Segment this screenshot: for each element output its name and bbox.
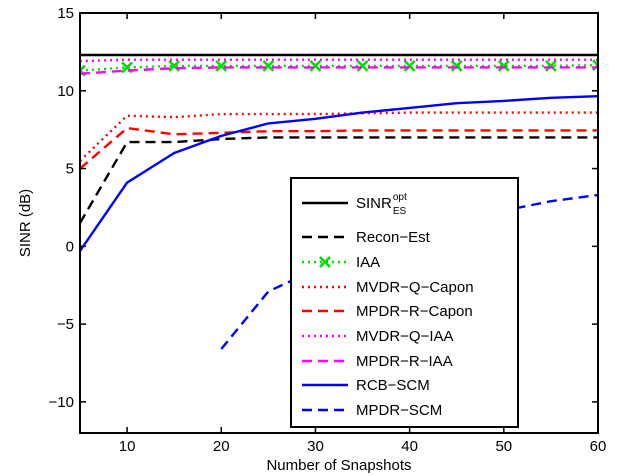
legend-label-8: MPDR−SCM: [356, 402, 442, 419]
series-marker-2-5: [309, 59, 322, 72]
legend-label-7: RCB−SCM: [356, 377, 430, 394]
series-line-1: [80, 136, 598, 224]
series-marker-2-4: [262, 59, 275, 72]
x-tick-label-4: 50: [495, 438, 512, 455]
y-tick-label-1: −5: [57, 316, 74, 333]
legend: SINR opt ES Recon−Est IAA MVDR−Q−Capon MPDR−R−…: [290, 177, 519, 428]
series-marker-2-7: [403, 59, 416, 72]
legend-label-1: Recon−Est: [356, 229, 431, 246]
x-tick-label-5: 60: [590, 438, 607, 455]
series-line-2: [80, 63, 598, 72]
axes-frame: [79, 12, 599, 434]
x-tick-label-0: 10: [119, 438, 136, 455]
series-marker-2-10: [544, 59, 557, 72]
y-axis-label: SINR (dB): [17, 189, 34, 257]
legend-label-5: MVDR−Q−IAA: [356, 328, 454, 345]
legend-label-0: SINR: [356, 195, 392, 212]
y-tick-label-5: 15: [57, 5, 74, 22]
series-line-7: [80, 95, 598, 252]
legend-label-4: MPDR−R−Capon: [356, 303, 473, 320]
x-tick-label-3: 40: [401, 438, 418, 455]
series-marker-2-9: [497, 59, 510, 72]
axes: 10 20 30 40 50 60 −10 −5 0 5 10 15: [49, 5, 607, 455]
series-marker-2-6: [356, 59, 369, 72]
legend-marker-2: [319, 256, 331, 268]
series-line-4: [80, 126, 598, 170]
legend-label-2: IAA: [356, 254, 380, 271]
x-tick-label-2: 30: [307, 438, 324, 455]
legend-label-3: MVDR−Q−Capon: [356, 279, 474, 296]
legend-label-6: MPDR−R−IAA: [356, 353, 453, 370]
y-tick-label-3: 5: [66, 161, 74, 178]
legend-label-sup-0: opt: [393, 192, 407, 203]
series-marker-2-8: [450, 59, 463, 72]
y-tick-label-4: 10: [57, 83, 74, 100]
x-axis-label: Number of Snapshots: [266, 457, 411, 474]
y-tick-label-2: 0: [66, 238, 74, 255]
series-line-3: [80, 111, 598, 162]
x-tick-label-1: 20: [213, 438, 230, 455]
y-tick-label-0: −10: [49, 394, 74, 411]
series-marker-2-3: [215, 59, 228, 72]
series-line-6: [80, 66, 598, 75]
series-line-5: [80, 58, 598, 63]
legend-label-sub-0: ES: [393, 206, 407, 217]
